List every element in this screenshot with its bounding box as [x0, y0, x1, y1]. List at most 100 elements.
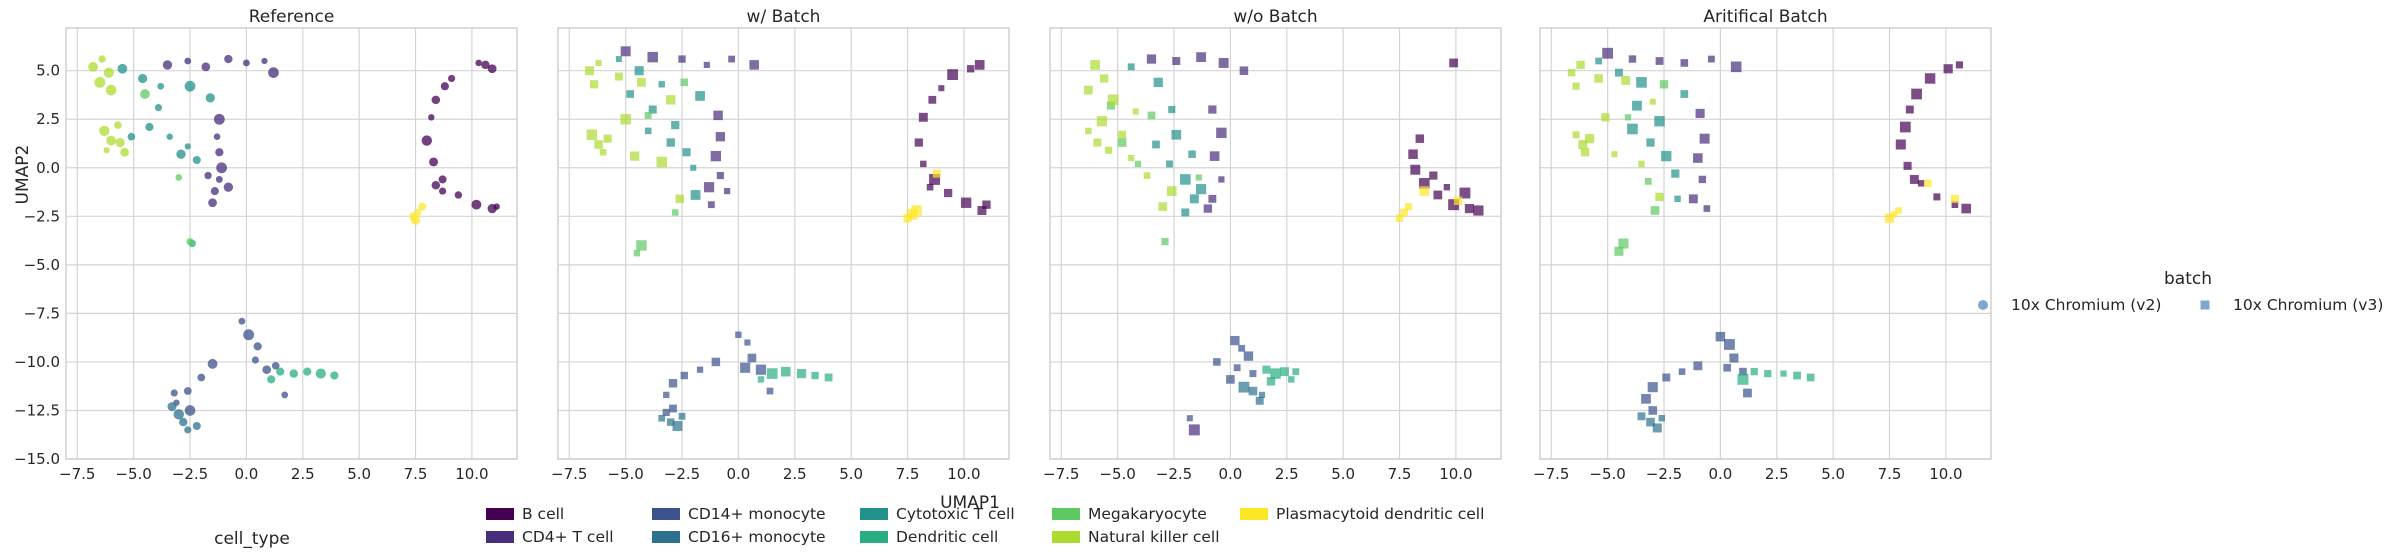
data-point: [1644, 177, 1652, 185]
panels-layer: Reference −7.5 −5.0 −2.5 0.0 2.5 5.0 7.5 10.0 5.0…: [13, 7, 1992, 483]
cluster-b-cell: [1895, 61, 1972, 214]
data-point: [1143, 172, 1151, 179]
legend-label: Megakaryocyte: [1088, 505, 1207, 523]
data-point: [811, 371, 819, 380]
data-point: [103, 67, 114, 78]
data-point: [1572, 82, 1580, 90]
data-point: [1636, 77, 1647, 88]
data-point: [1404, 203, 1413, 211]
data-point: [1699, 133, 1710, 144]
cluster-cd14-monocyte: [170, 317, 289, 416]
data-point: [678, 412, 686, 420]
data-point: [1895, 207, 1902, 214]
data-point: [669, 404, 677, 413]
legend-swatch: [860, 508, 888, 520]
y-tick-label: 0.0: [36, 159, 60, 177]
data-point: [672, 209, 679, 216]
x-tick-label: 2.5: [291, 465, 315, 483]
data-point: [1419, 186, 1430, 196]
cluster-megakaryocyte: [1614, 80, 1669, 256]
data-point: [1270, 368, 1281, 379]
x-tick-label: 2.5: [1275, 465, 1299, 483]
data-point: [938, 85, 945, 92]
data-point: [1646, 417, 1655, 427]
legend-label: CD16+ monocyte: [688, 528, 826, 546]
cluster-cd16-monocyte: [167, 402, 201, 434]
data-point: [216, 162, 227, 174]
data-point: [1226, 375, 1235, 384]
cluster-dendritic-cell: [188, 239, 339, 384]
x-tick-label: 5.0: [839, 465, 863, 483]
cluster-b-cell: [1408, 58, 1484, 216]
data-point: [262, 365, 272, 375]
legend-label: CD4+ T cell: [522, 528, 614, 546]
data-point: [184, 143, 191, 150]
data-point: [1243, 351, 1254, 361]
data-point: [1255, 396, 1264, 405]
data-point: [1239, 66, 1249, 75]
data-point: [695, 91, 705, 101]
data-point: [1632, 100, 1642, 111]
data-point: [1181, 208, 1190, 217]
data-point: [1750, 368, 1758, 376]
x-tick-label: 2.5: [1765, 465, 1789, 483]
data-point: [315, 368, 326, 379]
panel-reference: Reference −7.5 −5.0 −2.5 0.0 2.5 5.0 7.5 10.0 5.0…: [13, 7, 518, 483]
data-point: [1909, 174, 1919, 184]
data-point: [493, 203, 500, 210]
data-point: [1105, 146, 1113, 154]
data-point: [595, 59, 602, 67]
data-point: [184, 426, 192, 434]
data-point: [1266, 377, 1276, 386]
data-point: [710, 150, 722, 162]
data-point: [644, 111, 652, 119]
data-point: [1730, 61, 1742, 73]
data-point: [636, 240, 647, 251]
x-tick-label: −5.0: [1099, 465, 1135, 483]
data-point: [766, 368, 778, 379]
panel-frame: [557, 27, 1010, 460]
data-point: [289, 369, 298, 378]
data-point: [410, 215, 421, 225]
data-point: [1400, 208, 1408, 217]
data-point: [140, 89, 150, 99]
data-point: [766, 387, 774, 395]
data-point: [1180, 174, 1191, 185]
data-point: [1943, 64, 1953, 74]
data-point: [1611, 151, 1618, 158]
cluster-cd4-t-cell: [620, 46, 759, 209]
data-point: [170, 389, 178, 397]
cluster-plasmacytoid-dendritic-cell: [903, 169, 941, 223]
data-point: [184, 405, 196, 416]
data-point: [1646, 138, 1655, 147]
data-point: [1188, 424, 1200, 436]
data-point: [1464, 203, 1475, 214]
data-point: [186, 237, 194, 246]
data-point: [1147, 111, 1156, 120]
cluster-dendritic-cell: [1262, 365, 1300, 386]
data-point: [1196, 52, 1206, 62]
data-point: [704, 182, 715, 193]
data-point: [1743, 388, 1752, 398]
data-point: [1693, 361, 1703, 371]
data-point: [1933, 193, 1941, 201]
data-point: [603, 134, 612, 143]
legend-swatch: [1052, 508, 1080, 520]
data-point: [634, 66, 644, 76]
x-tick-label: 7.5: [896, 465, 920, 483]
panel-w-batch: w/ Batch −7.5 −5.0 −2.5 0.0 2.5 5.0 7.5 10.0: [551, 7, 1010, 483]
data-point: [213, 113, 225, 125]
data-point: [585, 66, 595, 76]
legend-label: CD14+ monocyte: [688, 505, 826, 523]
data-point: [94, 76, 106, 88]
data-point: [1238, 381, 1250, 393]
data-point: [728, 55, 736, 63]
x-tick-label: 0.0: [1218, 465, 1242, 483]
data-point: [184, 80, 196, 92]
data-point: [429, 157, 439, 167]
x-tick-label: 5.0: [347, 465, 371, 483]
data-point: [431, 181, 441, 190]
cluster-megakaryocyte: [633, 78, 689, 257]
x-tick-label: −2.5: [1156, 465, 1192, 483]
data-point: [1806, 373, 1815, 382]
